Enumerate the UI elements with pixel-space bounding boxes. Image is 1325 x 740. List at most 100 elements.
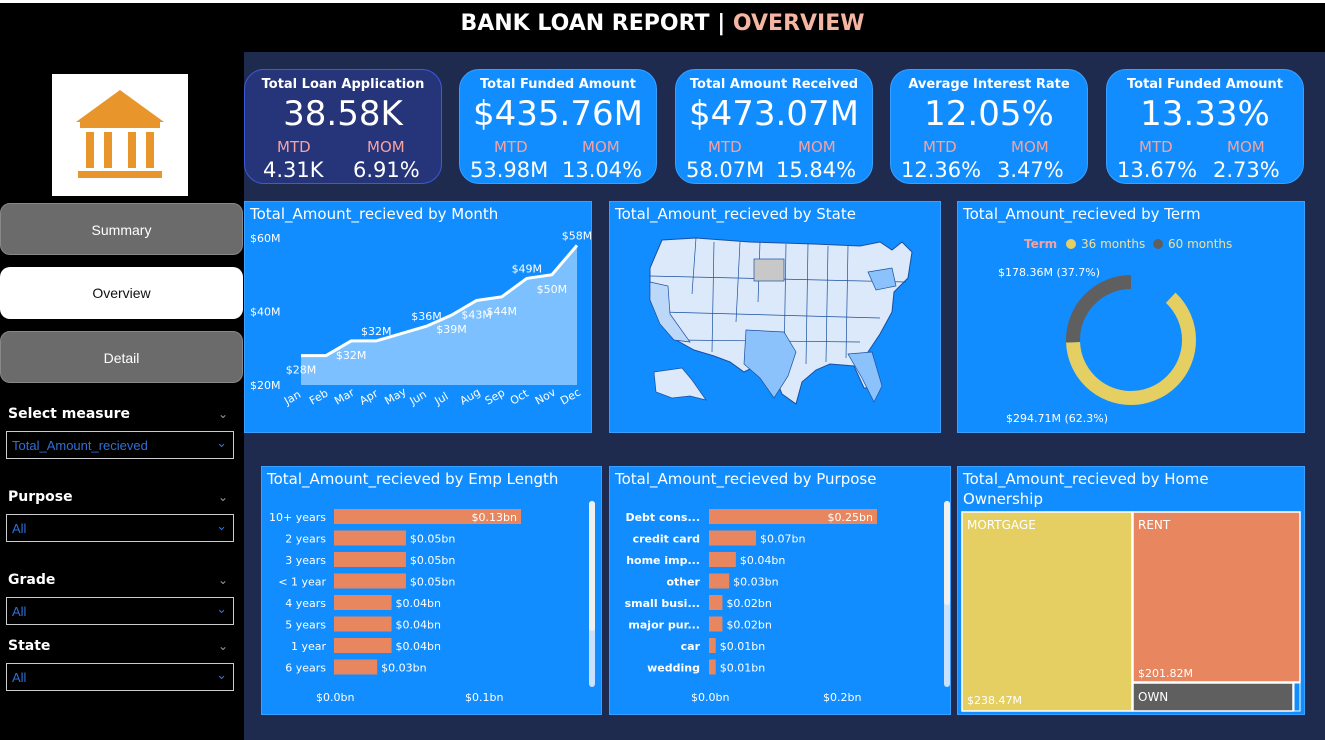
kpi-title: Total Funded Amount [480, 77, 636, 92]
kpi-value: 38.58K [283, 94, 403, 134]
category-label: 10+ years [269, 511, 326, 524]
month-chart-panel[interactable]: Total_Amount_recieved by Month $20M $40M $… [244, 201, 592, 433]
nav-overview-button[interactable]: Overview [0, 267, 243, 319]
kpi-title: Total Funded Amount [1127, 77, 1283, 92]
sidebar: Summary Overview Detail Select measure ⌄… [0, 52, 244, 740]
chevron-down-icon: ⌄ [216, 436, 227, 451]
emp-chart-title: Total_Amount_recieved by Emp Length [267, 470, 559, 488]
bank-icon [76, 90, 164, 178]
category-label: small busi... [625, 597, 700, 610]
treemap-cell-other [1293, 682, 1301, 712]
x-tick-label: Dec [558, 386, 583, 408]
bar [709, 595, 723, 610]
x-tick-label: Jul [432, 390, 451, 408]
category-label: 2 years [285, 533, 326, 546]
bar [334, 573, 406, 589]
purpose-chart-title: Total_Amount_recieved by Purpose [615, 470, 877, 488]
kpi-card[interactable]: Total Funded Amount $435.76M MTD MOM 53.… [459, 69, 657, 184]
kpi-title: Total Amount Received [689, 77, 859, 92]
scrollbar[interactable] [589, 501, 595, 687]
treemap-cell-mortgage [961, 511, 1133, 712]
kpi-mtd-label: MTD [708, 138, 742, 156]
category-label: car [681, 640, 701, 653]
x-tick-label: Oct [508, 386, 532, 407]
measure-value: Total_Amount_recieved [12, 438, 148, 453]
chevron-down-icon[interactable]: ⌄ [218, 407, 229, 421]
data-label: $28M [286, 364, 317, 377]
scrollbar-thumb[interactable] [944, 501, 950, 605]
kpi-card[interactable]: Average Interest Rate 12.05% MTD MOM 12.… [890, 69, 1088, 184]
term-chart-panel[interactable]: Total_Amount_recieved by Term Term 36 mon… [957, 201, 1305, 433]
data-label: $43M [461, 308, 492, 321]
data-label: $0.05bn [410, 533, 455, 546]
chevron-down-icon[interactable]: ⌄ [218, 573, 229, 587]
state-map-panel[interactable]: Total_Amount_recieved by State [609, 201, 941, 433]
data-label: $0.13bn [472, 511, 517, 524]
bar [709, 530, 757, 546]
purpose-chart-panel[interactable]: Total_Amount_recieved by Purpose Debt co… [609, 466, 951, 715]
series-line [301, 244, 579, 358]
grade-select[interactable]: All ⌄ [6, 597, 234, 625]
treemap-value: $201.82M [1138, 667, 1193, 680]
bar [334, 509, 521, 524]
data-label: $32M [336, 349, 367, 362]
grade-label: Grade [8, 572, 56, 588]
chevron-down-icon[interactable]: ⌄ [218, 639, 229, 653]
purpose-bar-chart: Debt cons... $0.25bn credit card $0.07bn hom… [625, 509, 877, 704]
title-accent: OVERVIEW [732, 11, 865, 36]
x-tick-label: Apr [357, 387, 380, 408]
bar [334, 595, 392, 610]
purpose-select[interactable]: All ⌄ [6, 514, 234, 542]
category-label: home imp... [626, 554, 700, 567]
bar [709, 509, 877, 524]
data-label: $36M [411, 310, 442, 323]
chevron-down-icon[interactable]: ⌄ [218, 490, 229, 504]
kpi-card[interactable]: Total Loan Application 38.58K MTD MOM 4.… [244, 69, 442, 184]
category-label: 1 year [291, 640, 327, 653]
data-label: $0.01bn [720, 640, 765, 653]
data-label: $0.04bn [396, 640, 441, 653]
kpi-mom-value: 6.91% [353, 158, 420, 182]
nav-detail-button[interactable]: Detail [0, 331, 243, 383]
scrollbar[interactable] [944, 501, 950, 687]
x-tick-label: Jan [281, 388, 303, 408]
home-chart-panel[interactable]: Total_Amount_recieved by Home Ownership … [957, 466, 1305, 715]
x-tick-label: $0.0bn [691, 691, 729, 704]
data-label: $0.25bn [828, 511, 873, 524]
treemap-cell-rent [1132, 511, 1301, 683]
kpi-value: 12.05% [924, 94, 1054, 134]
measure-select[interactable]: Total_Amount_recieved ⌄ [6, 431, 234, 459]
chevron-down-icon: ⌄ [216, 602, 227, 617]
emp-chart-panel[interactable]: Total_Amount_recieved by Emp Length 10+ … [261, 466, 602, 715]
x-tick-label: Nov [533, 385, 559, 407]
data-label: $32M [361, 325, 392, 338]
data-label: $0.04bn [396, 597, 441, 610]
data-label: $0.03bn [733, 576, 778, 589]
legend-title: Term [1024, 237, 1057, 251]
kpi-mom-value: 3.47% [997, 158, 1064, 182]
category-label: wedding [647, 662, 700, 675]
scrollbar-thumb[interactable] [589, 501, 595, 631]
category-label: 4 years [285, 597, 326, 610]
data-label: $0.04bn [396, 619, 441, 632]
nav-summary-button[interactable]: Summary [0, 203, 243, 255]
legend-label: 36 months [1081, 237, 1145, 251]
purpose-label: Purpose [8, 489, 73, 505]
kpi-mom-label: MOM [1011, 138, 1049, 156]
kpi-card[interactable]: Total Funded Amount 13.33% MTD MOM 13.67… [1106, 69, 1304, 184]
donut-slice [1066, 275, 1196, 405]
title-main: BANK LOAN REPORT | [460, 11, 733, 36]
kpi-card[interactable]: Total Amount Received $473.07M MTD MOM 5… [675, 69, 873, 184]
home-treemap: MORTGAGE RENT OWN $238.47M $201.82M [961, 511, 1301, 712]
y-tick-label: $60M [250, 232, 281, 245]
data-label: $44M [486, 305, 517, 318]
kpi-mtd-value: 13.67% [1117, 158, 1198, 182]
legend-swatch [1153, 239, 1163, 249]
data-label: $50M [537, 283, 568, 296]
x-tick-label: Jun [407, 388, 429, 408]
state-select[interactable]: All ⌄ [6, 663, 234, 691]
category-label: credit card [633, 533, 700, 546]
x-tick-label: $0.1bn [465, 691, 503, 704]
treemap-label: RENT [1138, 518, 1171, 532]
treemap-value: $238.47M [967, 694, 1022, 707]
